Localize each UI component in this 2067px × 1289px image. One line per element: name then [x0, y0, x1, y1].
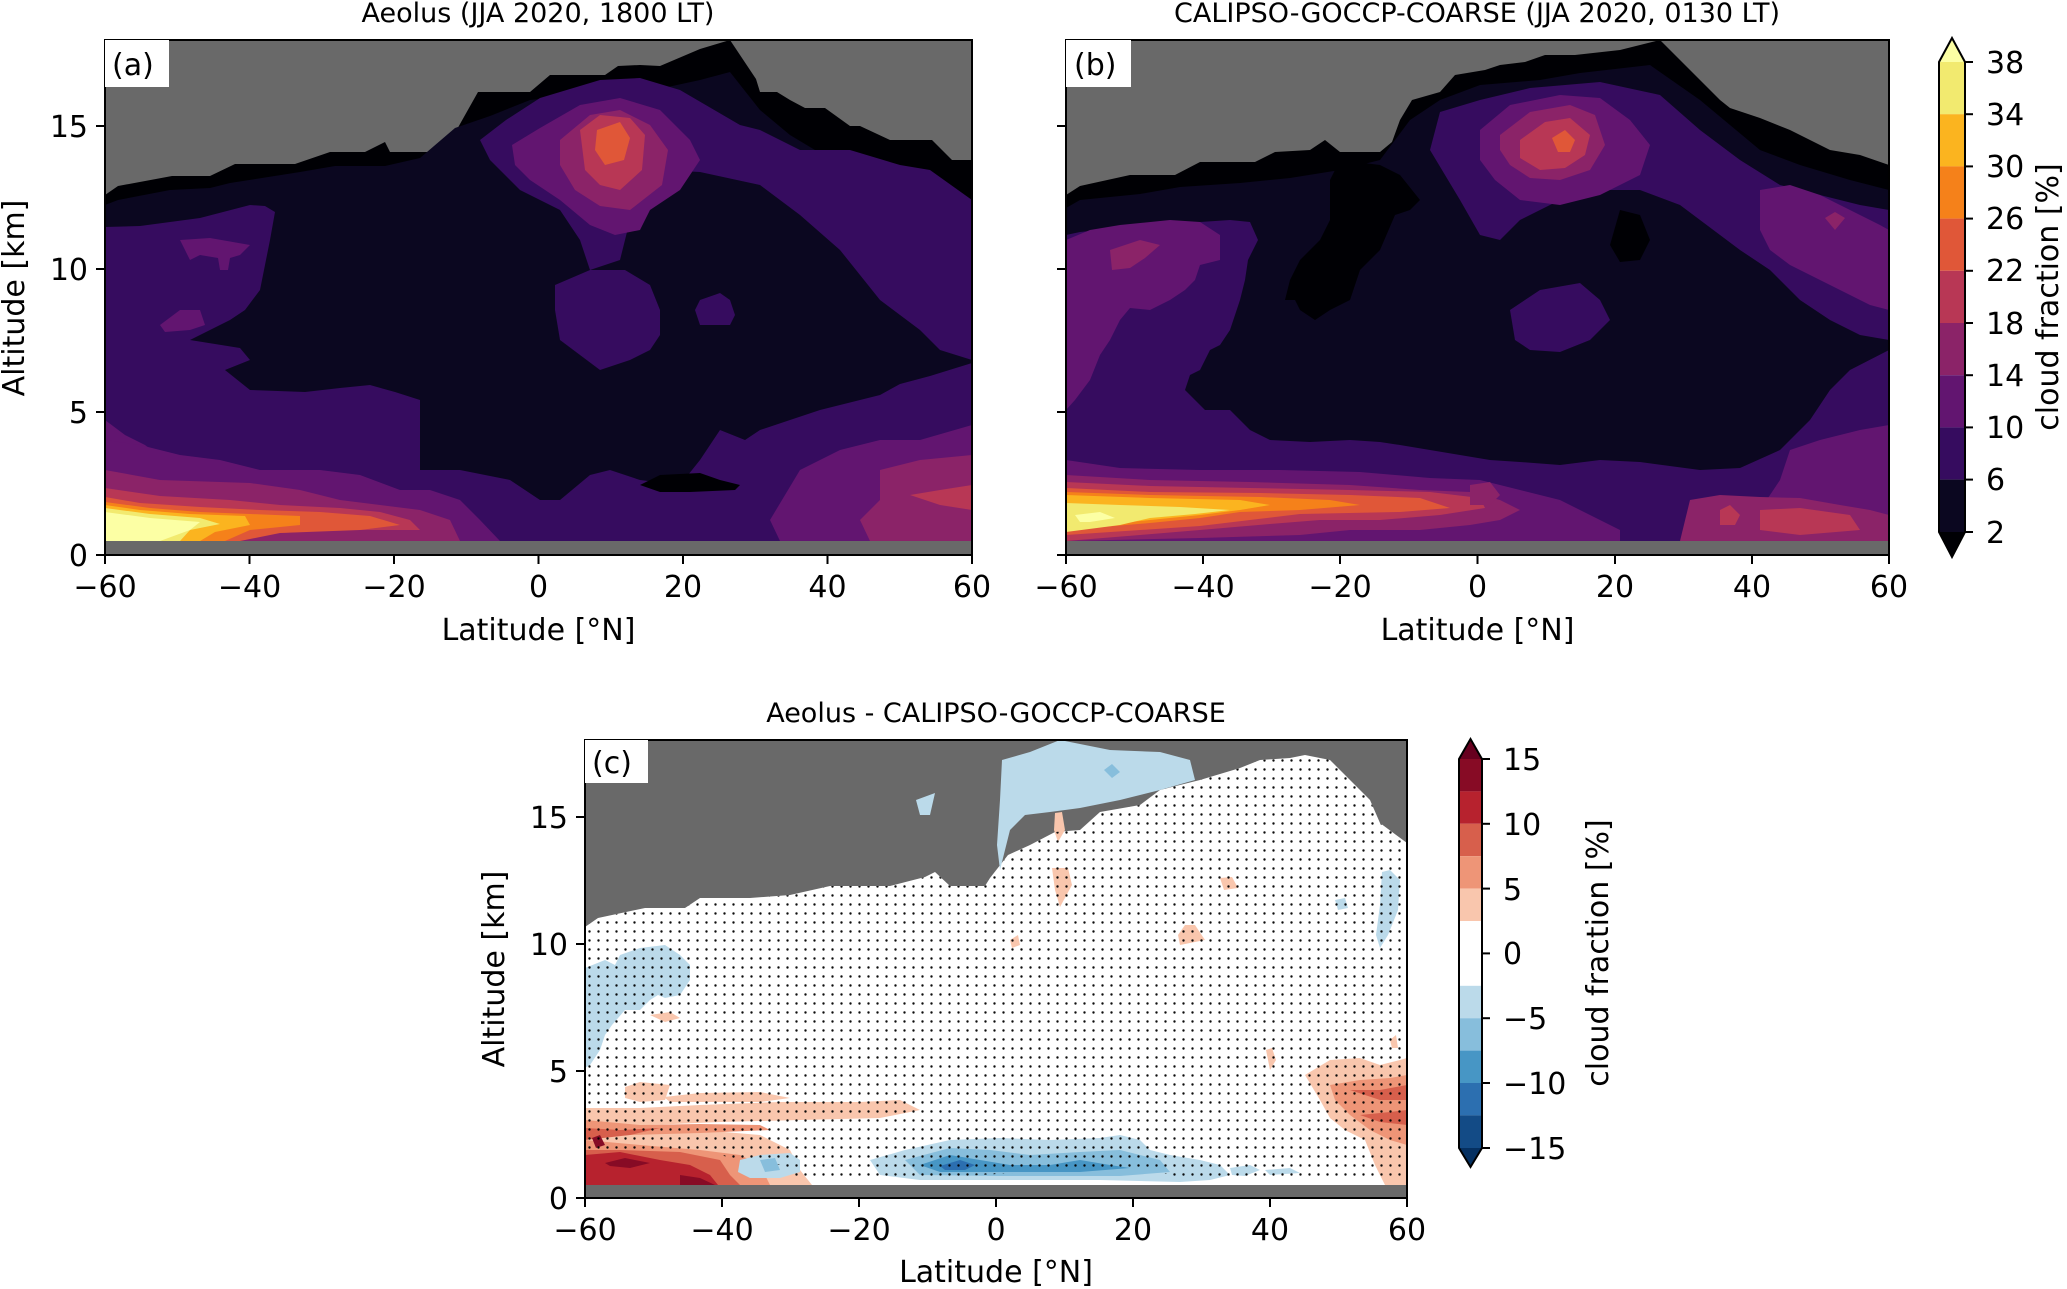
- svg-text:−20: −20: [1308, 570, 1371, 605]
- svg-text:60: 60: [1870, 570, 1908, 605]
- svg-text:2: 2: [1986, 516, 2005, 551]
- panel-a-yaxis: 0 5 10 15 Altitude [km]: [0, 110, 105, 574]
- svg-text:5: 5: [549, 1055, 568, 1090]
- panel-c-xaxis: −60 −40 −20 0 20 40 60 Latitude [°N]: [553, 1198, 1426, 1289]
- panel-b-xlabel: Latitude [°N]: [1381, 613, 1575, 648]
- svg-text:0: 0: [529, 570, 548, 605]
- svg-text:10: 10: [1503, 808, 1541, 843]
- svg-text:18: 18: [1986, 307, 2024, 342]
- svg-text:−40: −40: [218, 570, 281, 605]
- svg-text:10: 10: [1986, 411, 2024, 446]
- svg-text:−15: −15: [1503, 1132, 1566, 1167]
- svg-text:−10: −10: [1503, 1067, 1566, 1102]
- panel-a-tag: (a): [112, 48, 154, 83]
- panel-a-xaxis: −60 −40 −20 0 20 40 60 Latitude [°N]: [73, 555, 991, 648]
- svg-text:−5: −5: [1503, 1002, 1547, 1037]
- svg-text:−20: −20: [827, 1213, 890, 1248]
- svg-text:0: 0: [986, 1213, 1005, 1248]
- panel-c-yaxis: 0 5 10 15 Altitude [km]: [477, 801, 585, 1217]
- panel-b-title: CALIPSO-GOCCP-COARSE (JJA 2020, 0130 LT): [1174, 0, 1780, 29]
- panel-c-contours: [585, 740, 1407, 1198]
- svg-text:20: 20: [664, 570, 702, 605]
- colorbar-difference-label: cloud fraction [%]: [1581, 819, 1616, 1086]
- svg-text:15: 15: [50, 110, 88, 145]
- svg-text:40: 40: [1251, 1213, 1289, 1248]
- svg-text:40: 40: [808, 570, 846, 605]
- colorbar-difference: 15 10 5 0 −5 −10 −15 cloud fraction [%]: [1458, 736, 1616, 1169]
- panel-b: CALIPSO-GOCCP-COARSE (JJA 2020, 0130 LT): [1034, 0, 1908, 648]
- panel-b-xaxis: −60 −40 −20 0 20 40 60 Latitude [°N]: [1034, 555, 1908, 648]
- svg-text:−40: −40: [1171, 570, 1234, 605]
- panel-c-xlabel: Latitude [°N]: [899, 1255, 1093, 1289]
- panel-c-tag: (c): [592, 746, 632, 781]
- panel-a-xlabel: Latitude [°N]: [442, 613, 636, 648]
- svg-text:−60: −60: [1034, 570, 1097, 605]
- svg-text:6: 6: [1986, 463, 2005, 498]
- svg-text:10: 10: [50, 253, 88, 288]
- svg-text:15: 15: [1503, 743, 1541, 778]
- svg-text:0: 0: [1503, 937, 1522, 972]
- svg-text:0: 0: [1468, 570, 1487, 605]
- panel-b-tag: (b): [1074, 48, 1116, 83]
- svg-text:5: 5: [1503, 873, 1522, 908]
- svg-text:0: 0: [69, 539, 88, 574]
- svg-text:40: 40: [1733, 570, 1771, 605]
- svg-text:5: 5: [69, 396, 88, 431]
- panel-c-title: Aeolus - CALIPSO-GOCCP-COARSE: [766, 698, 1226, 729]
- panel-b-contours: [1066, 40, 1889, 555]
- colorbar-cloud-fraction: 38 34 30 26 22 18 14 10 6 2 cloud fracti…: [1938, 35, 2066, 560]
- svg-text:−60: −60: [553, 1213, 616, 1248]
- svg-text:30: 30: [1986, 150, 2024, 185]
- panel-a-ylabel: Altitude [km]: [0, 200, 32, 397]
- colorbar-cloud-fraction-label: cloud fraction [%]: [2031, 163, 2066, 430]
- svg-text:10: 10: [530, 928, 568, 963]
- svg-text:38: 38: [1986, 46, 2024, 81]
- svg-text:26: 26: [1986, 202, 2024, 237]
- svg-text:14: 14: [1986, 359, 2024, 394]
- svg-text:15: 15: [530, 801, 568, 836]
- svg-text:−60: −60: [73, 570, 136, 605]
- panel-a-title: Aeolus (JJA 2020, 1800 LT): [362, 0, 715, 29]
- svg-text:34: 34: [1986, 98, 2024, 133]
- svg-text:−40: −40: [690, 1213, 753, 1248]
- svg-text:−20: −20: [362, 570, 425, 605]
- svg-text:60: 60: [953, 570, 991, 605]
- svg-text:20: 20: [1114, 1213, 1152, 1248]
- panel-a-contours: [105, 40, 972, 555]
- panel-a: Aeolus (JJA 2020, 1800 LT): [0, 0, 991, 648]
- svg-text:60: 60: [1388, 1213, 1426, 1248]
- panel-b-yaxis: [1057, 125, 1066, 556]
- panel-c-ylabel: Altitude [km]: [477, 871, 512, 1068]
- panel-c: Aeolus - CALIPSO-GOCCP-COARSE: [477, 698, 1426, 1289]
- svg-text:22: 22: [1986, 254, 2024, 289]
- svg-text:0: 0: [549, 1182, 568, 1217]
- svg-text:20: 20: [1596, 570, 1634, 605]
